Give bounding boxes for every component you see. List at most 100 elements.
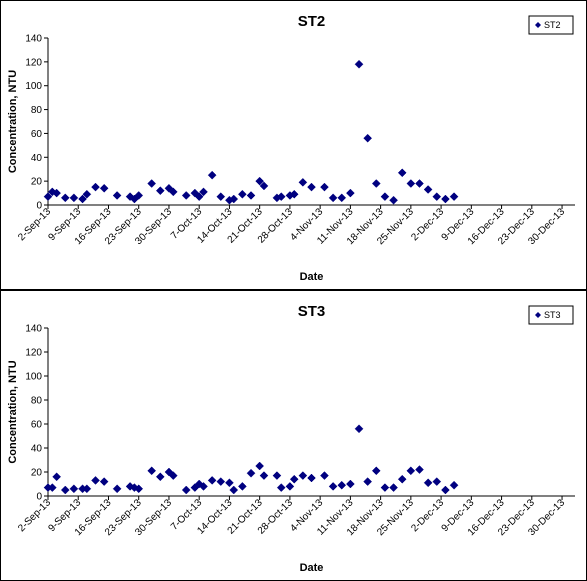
y-tick-label: 80 xyxy=(31,396,43,407)
data-point xyxy=(246,468,256,478)
data-point xyxy=(255,461,265,471)
y-tick-label: 140 xyxy=(25,324,42,335)
data-point xyxy=(346,479,355,489)
data-point xyxy=(320,471,329,480)
data-point xyxy=(199,187,208,197)
data-point xyxy=(337,193,347,203)
data-point xyxy=(298,471,308,480)
chart-st3: ST30204060801001201402-Sep-139-Sep-1316-… xyxy=(0,290,587,581)
data-point xyxy=(155,472,165,482)
data-point xyxy=(82,484,92,494)
chart-panel-st2: ST2 0 20 40 60 80 100 120 140 2-Sep-13 9-Sep-13 16-… xyxy=(0,0,587,290)
x-axis-title: Date xyxy=(300,271,324,283)
data-point xyxy=(307,182,316,192)
data-point xyxy=(199,482,208,491)
data-point xyxy=(380,192,390,202)
legend-box xyxy=(528,305,574,325)
data-point xyxy=(363,477,373,486)
data-point xyxy=(371,466,381,476)
data-point xyxy=(328,482,338,491)
data-point xyxy=(112,191,122,200)
data-point xyxy=(363,133,373,143)
data-point xyxy=(229,485,239,495)
data-point xyxy=(389,483,398,492)
y-tick-label: 100 xyxy=(25,81,42,92)
data-point xyxy=(441,485,450,495)
legend-box xyxy=(528,15,574,35)
legend-marker xyxy=(535,22,541,28)
data-point xyxy=(354,424,364,434)
y-axis-title: Concentration, NTU xyxy=(7,70,19,173)
data-point xyxy=(276,192,286,202)
x-axis-title: Date xyxy=(300,562,324,574)
data-point xyxy=(255,176,265,186)
legend-label: ST3 xyxy=(544,310,561,320)
data-point xyxy=(285,482,295,491)
data-point xyxy=(354,59,364,69)
data-point xyxy=(216,477,226,486)
chart-border xyxy=(0,0,587,290)
data-point xyxy=(298,177,308,187)
data-point xyxy=(307,473,316,483)
data-point xyxy=(449,192,459,202)
data-point xyxy=(389,195,398,205)
data-point xyxy=(194,192,204,202)
data-point xyxy=(272,471,282,480)
data-point xyxy=(432,192,442,202)
chart-title: ST2 xyxy=(298,13,326,30)
data-point xyxy=(168,471,178,480)
data-point xyxy=(112,484,122,494)
data-point xyxy=(415,179,424,188)
y-tick-label: 140 xyxy=(25,34,42,45)
data-point xyxy=(289,474,299,484)
data-point xyxy=(207,476,217,485)
data-point xyxy=(423,478,433,488)
data-point xyxy=(216,192,226,202)
legend-marker xyxy=(535,312,541,318)
data-point xyxy=(134,484,144,494)
legend-label: ST2 xyxy=(544,20,561,30)
y-tick-label: 100 xyxy=(25,372,42,383)
data-point xyxy=(397,474,407,484)
data-point xyxy=(406,466,416,476)
y-tick-label: 120 xyxy=(25,348,42,359)
chart-panel-st3: ST3 0 20 40 60 80 100 120 140 2-Sep-13 9-Sep-13 16-… xyxy=(0,290,587,581)
data-point xyxy=(328,193,338,203)
y-tick-label: 60 xyxy=(31,129,43,140)
data-point xyxy=(397,168,407,178)
data-point xyxy=(423,185,433,194)
data-point xyxy=(69,484,79,494)
y-tick-label: 20 xyxy=(31,177,43,188)
data-point xyxy=(91,182,100,192)
y-tick-label: 80 xyxy=(31,105,43,116)
data-point xyxy=(320,182,329,192)
data-point xyxy=(91,476,100,485)
data-point xyxy=(337,480,347,490)
data-point xyxy=(207,170,217,180)
data-point xyxy=(43,192,53,202)
y-tick-label: 120 xyxy=(25,57,42,68)
data-point xyxy=(449,480,459,490)
y-tick-label: 60 xyxy=(31,420,43,431)
y-axis-title: Concentration, NTU xyxy=(7,360,19,463)
data-point xyxy=(371,179,381,188)
data-point xyxy=(259,471,269,480)
y-tick-label: 0 xyxy=(36,492,42,503)
data-point xyxy=(238,189,247,199)
data-point xyxy=(155,186,165,196)
data-point xyxy=(406,179,416,188)
y-tick-label: 40 xyxy=(31,444,43,455)
data-point xyxy=(147,466,157,476)
data-point xyxy=(78,194,87,204)
data-point xyxy=(99,477,109,486)
data-point xyxy=(181,191,191,200)
data-point xyxy=(289,189,299,199)
data-point xyxy=(259,181,269,191)
data-point xyxy=(147,179,157,188)
chart-st2: ST20204060801001201402-Sep-139-Sep-1316-… xyxy=(0,0,587,290)
data-point xyxy=(52,188,61,198)
data-point xyxy=(380,483,390,492)
y-tick-label: 0 xyxy=(36,201,42,212)
data-point xyxy=(134,191,144,200)
chart-border xyxy=(0,290,587,581)
